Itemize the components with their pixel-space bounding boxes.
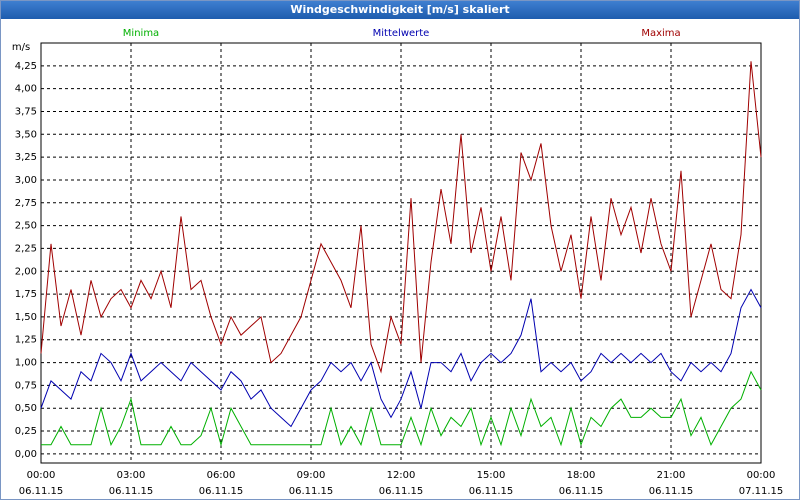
y-tick-label: 2,75 [15, 198, 37, 209]
y-tick-label: 2,00 [15, 266, 37, 277]
x-tick-date: 06.11.15 [19, 486, 64, 497]
y-tick-label: 1,75 [15, 289, 37, 300]
y-tick-label: 4,00 [15, 84, 37, 95]
data-line [41, 370, 762, 447]
x-tick-date: 06.11.15 [379, 486, 424, 497]
data-line [40, 61, 762, 374]
y-tick-label: 4,25 [15, 61, 37, 72]
x-tick-label: 06:00 [207, 470, 236, 481]
x-tick-date: 06.11.15 [199, 486, 244, 497]
legend-entry: Mittelwerte [373, 28, 430, 39]
y-tick-label: 3,75 [15, 106, 37, 117]
y-tick-label: 0,25 [15, 426, 37, 437]
x-tick-label: 00:00 [27, 470, 56, 481]
x-tick-date: 06.11.15 [649, 486, 694, 497]
x-tick-date: 07.11.15 [739, 486, 784, 497]
y-tick-label: 0,50 [15, 403, 37, 414]
x-tick-date: 06.11.15 [289, 486, 334, 497]
y-tick-label: 0,00 [15, 449, 37, 460]
x-tick-label: 00:00 [747, 470, 776, 481]
chart: m/s 0,00 0,25 0,50 0,75 1,00 1,25 1,50 1,75 2,00… [12, 28, 784, 497]
x-tick-label: 12:00 [387, 470, 416, 481]
legend-entry: Maxima [641, 28, 680, 39]
legend-entry: Minima [123, 28, 159, 39]
x-tick-date: 06.11.15 [109, 486, 154, 497]
x-tick-label: 03:00 [117, 470, 146, 481]
y-tick-label: 1,50 [15, 312, 37, 323]
x-tick-date: 06.11.15 [559, 486, 604, 497]
y-axis-label: m/s [12, 42, 30, 53]
chart-title: Windgeschwindigkeit [m/s] skaliert [1, 1, 799, 19]
y-tick-label: 1,00 [15, 358, 37, 369]
y-tick-label: 2,50 [15, 221, 37, 232]
y-tick-label: 3,25 [15, 152, 37, 163]
y-tick-label: 3,00 [15, 175, 37, 186]
x-tick-label: 21:00 [657, 470, 686, 481]
x-tick-label: 09:00 [297, 470, 326, 481]
y-tick-label: 1,25 [15, 335, 37, 346]
data-line [40, 288, 762, 428]
y-tick-label: 0,75 [15, 380, 37, 391]
x-tick-label: 15:00 [477, 470, 506, 481]
x-tick-label: 18:00 [567, 470, 596, 481]
y-tick-label: 3,50 [15, 129, 37, 140]
y-tick-label: 2,25 [15, 243, 37, 254]
x-tick-date: 06.11.15 [469, 486, 514, 497]
